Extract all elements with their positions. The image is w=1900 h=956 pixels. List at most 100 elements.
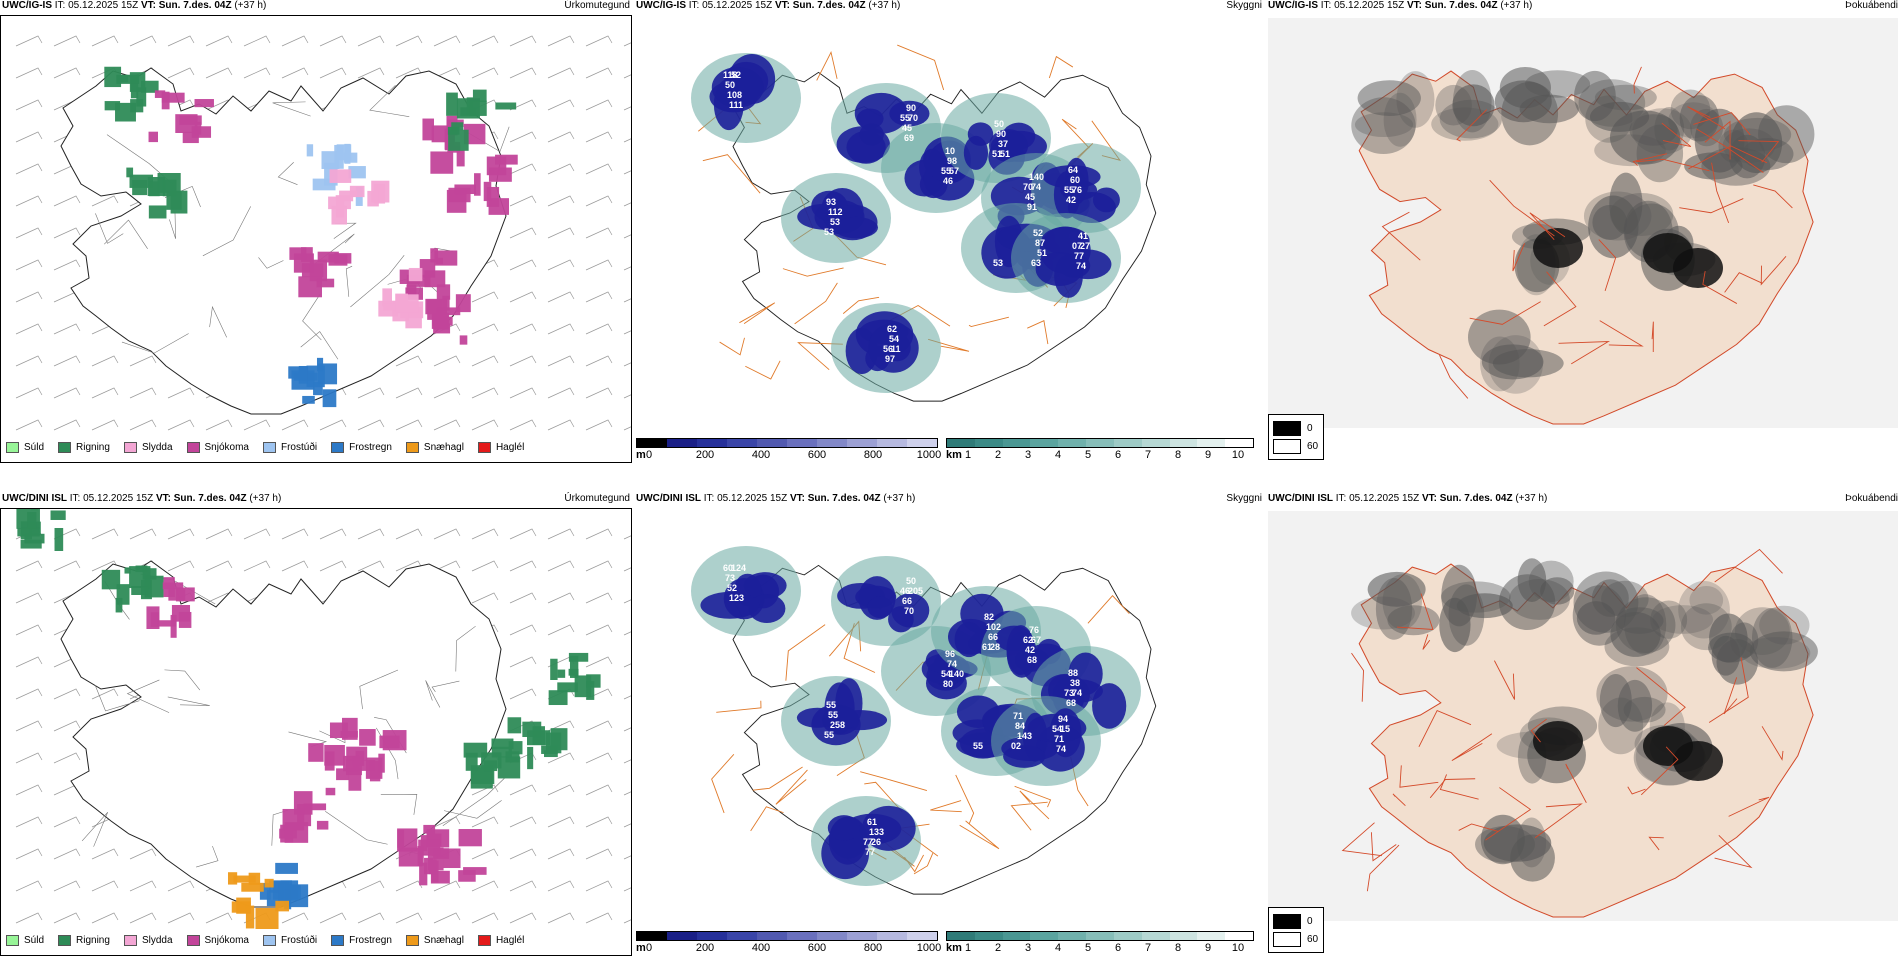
valid-time-label: VT: <box>1406 0 1422 11</box>
precip-map <box>15 35 631 431</box>
visibility-value: 77 <box>865 847 875 857</box>
fog-legend: 0 60 <box>1268 907 1324 953</box>
model-name: UWC/IG-IS <box>2 0 52 11</box>
visibility-value: 84 <box>1015 721 1025 731</box>
init-time: IT: 05.12.2025 15Z <box>1335 493 1420 504</box>
legend-label: Snæhagl <box>423 442 464 453</box>
visibility-value: 90 <box>906 103 916 113</box>
visibility-value: 61 <box>867 817 877 827</box>
tick-label: 600 <box>807 942 827 954</box>
low-visibility-areas <box>691 546 1141 886</box>
visibility-km-colorbar <box>946 931 1254 941</box>
legend-swatch <box>477 442 491 453</box>
visibility-value: 07 <box>1072 241 1082 251</box>
init-time: IT: 05.12.2025 15Z <box>703 493 788 504</box>
visibility-value: 80 <box>943 679 953 689</box>
lead-time: (+37 h) <box>868 0 901 11</box>
visibility-value: 54 <box>1052 724 1062 734</box>
legend-swatch <box>123 935 137 946</box>
visibility-value: 57 <box>949 166 959 176</box>
tick-label: 9 <box>1204 449 1212 461</box>
visibility-value: 55 <box>824 730 834 740</box>
valid-time: Sun. 7.des. 04Z <box>1424 0 1498 11</box>
fog-panel-title: UWC/IG-IS IT: 05.12.2025 15Z VT: Sun. 7.… <box>1268 0 1532 11</box>
visibility-km-unit: km <box>946 449 962 461</box>
legend-swatch <box>123 442 137 453</box>
tick-label: 10 <box>1231 942 1245 954</box>
visibility-value: 88 <box>1068 668 1078 678</box>
visibility-value: 98 <box>947 156 957 166</box>
visibility-value: 63 <box>1031 258 1041 268</box>
legend-label: Rigning <box>76 935 110 946</box>
visibility-value: 133 <box>869 827 884 837</box>
fog-legend-label: 60 <box>1307 933 1319 945</box>
visibility-value: 66 <box>988 632 998 642</box>
legend-label: Rigning <box>76 442 110 453</box>
legend-swatch <box>405 935 419 946</box>
visibility-value: 143 <box>1017 731 1032 741</box>
fog-legend-swatch <box>1273 931 1301 947</box>
low-visibility-areas <box>691 53 1141 393</box>
visibility-value: 62 <box>887 324 897 334</box>
fog-indicator-field <box>1351 558 1818 882</box>
visibility-value: 68 <box>1066 698 1076 708</box>
fog-panel-label: Þokuábendi <box>1845 0 1898 11</box>
visibility-value: 52 <box>731 70 741 80</box>
init-time: IT: 05.12.2025 15Z <box>54 0 139 11</box>
visibility-value: 37 <box>998 139 1008 149</box>
precip-panel-label: Úrkomutegund <box>564 493 630 504</box>
valid-time: Sun. 7.des. 04Z <box>158 0 232 11</box>
visibility-value: 82 <box>984 612 994 622</box>
visibility-value: 97 <box>885 354 895 364</box>
visibility-value: 258 <box>830 720 845 730</box>
visibility-value: 46 <box>900 586 910 596</box>
precip-legend-item: Slydda <box>123 935 173 946</box>
visibility-value: 55 <box>826 700 836 710</box>
visibility-value: 51 <box>1037 248 1047 258</box>
precip-legend: Súld Rigning Slydda Snjókoma Frostúði Frostre… <box>6 442 538 453</box>
precip-legend-item: Snjókoma <box>186 935 249 946</box>
precip-areas <box>104 66 518 408</box>
visibility-value: 02 <box>1011 741 1021 751</box>
tick-label: 600 <box>807 449 827 461</box>
visibility-value: 123 <box>729 593 744 603</box>
visibility-value: 45 <box>1025 192 1035 202</box>
visibility-value: 68 <box>1027 655 1037 665</box>
legend-label: Snæhagl <box>423 935 464 946</box>
fog-legend-swatch <box>1273 438 1301 454</box>
visibility-panel-label: Skyggni <box>1226 493 1262 504</box>
fog-legend-swatch <box>1273 420 1301 436</box>
visibility-value: 38 <box>1070 678 1080 688</box>
visibility-value: 73 <box>1064 688 1074 698</box>
lead-time: (+37 h) <box>1500 0 1533 11</box>
model-name: UWC/DINI ISL <box>636 493 701 504</box>
valid-time-label: VT: <box>774 0 790 11</box>
legend-label: Snjókoma <box>204 935 249 946</box>
legend-swatch <box>262 442 276 453</box>
precip-areas <box>16 509 601 929</box>
visibility-value: 55 <box>1064 185 1074 195</box>
model-name: UWC/IG-IS <box>636 0 686 11</box>
precip-legend-item: Haglél <box>477 935 524 946</box>
tick-label: 3 <box>1024 449 1032 461</box>
forecast-row-1: UWC/DINI ISL IT: 05.12.2025 15Z VT: Sun.… <box>0 493 1900 956</box>
visibility-value: 74 <box>1076 261 1086 271</box>
visibility-values: 6046546162730254775573668082426871717755… <box>723 563 1082 857</box>
visibility-value: 52 <box>1033 228 1043 238</box>
legend-swatch <box>477 935 491 946</box>
visibility-value: 27 <box>1080 241 1090 251</box>
visibility-value: 53 <box>830 217 840 227</box>
tick-label: 4 <box>1054 942 1062 954</box>
visibility-value: 10 <box>945 146 955 156</box>
tick-label: 1000 <box>916 942 942 954</box>
fog-map <box>1268 511 1898 921</box>
fog-legend-item: 0 <box>1269 912 1323 930</box>
legend-label: Frostúði <box>280 935 318 946</box>
tick-label: 5 <box>1084 942 1092 954</box>
tick-label: 400 <box>751 942 771 954</box>
visibility-value: 60 <box>1070 175 1080 185</box>
init-time: IT: 05.12.2025 15Z <box>688 0 773 11</box>
legend-label: Súld <box>24 935 45 946</box>
precip-legend-item: Haglél <box>477 442 524 453</box>
tick-label: 6 <box>1114 942 1122 954</box>
